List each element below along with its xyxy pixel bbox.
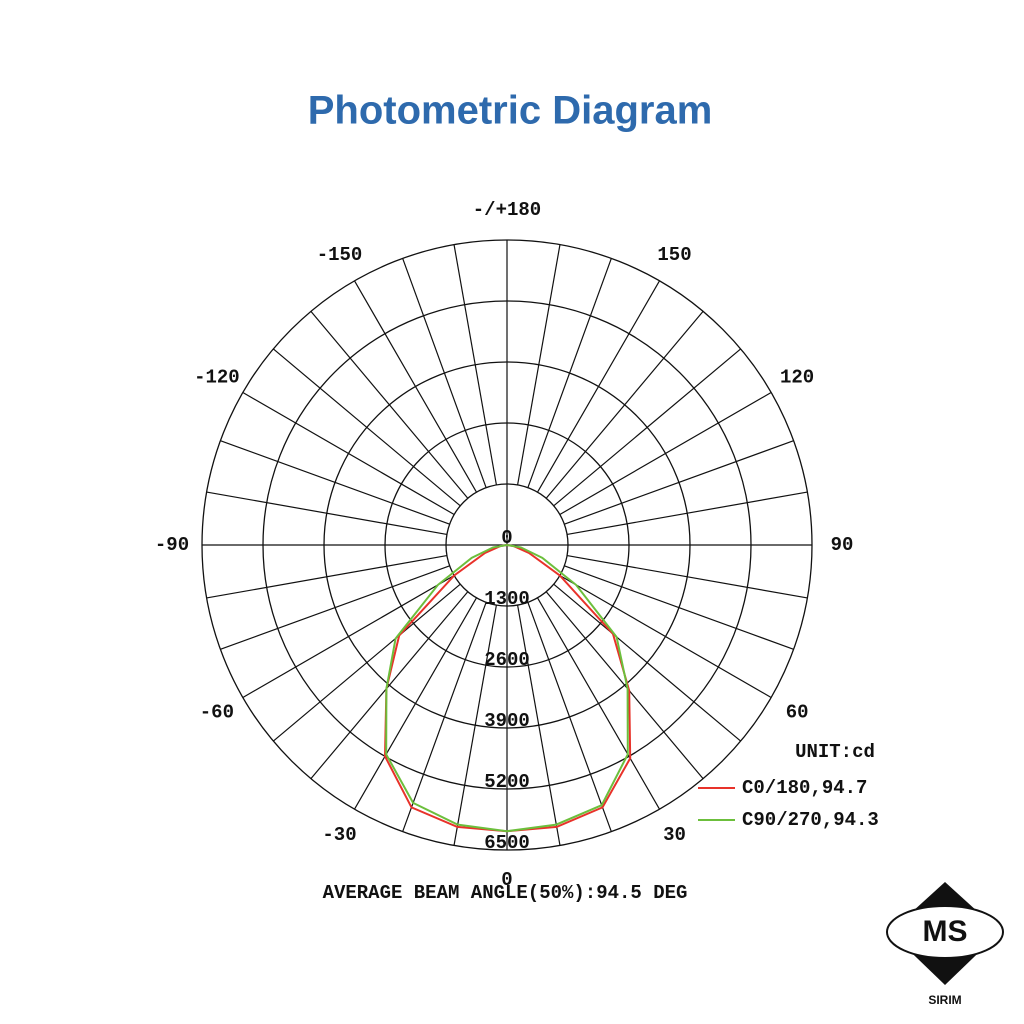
series-line bbox=[385, 544, 629, 833]
grid-spoke bbox=[242, 574, 455, 699]
grid-spoke bbox=[242, 391, 455, 516]
angle-label: -30 bbox=[322, 824, 356, 846]
grid-spoke bbox=[310, 591, 469, 780]
grid-spoke bbox=[553, 348, 742, 507]
grid-spoke bbox=[564, 440, 794, 525]
logo: MS SIRIM bbox=[886, 882, 1004, 1007]
grid-spoke bbox=[536, 597, 661, 810]
grid-spoke bbox=[564, 565, 794, 650]
grid-spoke bbox=[220, 440, 450, 525]
r-tick-label: 0 bbox=[501, 527, 512, 549]
r-tick-label: 6500 bbox=[484, 832, 530, 854]
angle-label: 150 bbox=[657, 244, 691, 266]
grid-spoke bbox=[220, 565, 450, 650]
grid-spoke bbox=[353, 597, 478, 810]
grid-spoke bbox=[272, 583, 461, 742]
angle-label: -90 bbox=[155, 534, 189, 556]
r-tick-label: 5200 bbox=[484, 771, 530, 793]
angle-label: 0 bbox=[501, 869, 512, 891]
grid-spoke bbox=[553, 583, 742, 742]
r-tick-label: 3900 bbox=[484, 710, 530, 732]
legend-label: C90/270,94.3 bbox=[742, 809, 879, 831]
grid-spoke bbox=[545, 310, 704, 499]
grid-spoke bbox=[353, 280, 478, 493]
angle-label: -120 bbox=[194, 367, 240, 389]
grid-spoke bbox=[566, 555, 808, 599]
grid-spoke bbox=[527, 602, 612, 832]
grid-spoke bbox=[517, 244, 561, 486]
angle-label: -150 bbox=[317, 244, 363, 266]
angle-label: 120 bbox=[780, 367, 814, 389]
polar-plot: 0 30 60 90 120 150 -/+180 -150 -120 -90 -60 -30 C0/1… bbox=[155, 199, 879, 891]
angle-label: 30 bbox=[663, 824, 686, 846]
grid-spoke bbox=[310, 310, 469, 499]
logo-caption: SIRIM bbox=[928, 993, 961, 1007]
r-tick-label: 2600 bbox=[484, 649, 530, 671]
grid-spoke bbox=[536, 280, 661, 493]
grid-spoke bbox=[272, 348, 461, 507]
grid-spoke bbox=[206, 491, 448, 535]
r-tick-label: 1300 bbox=[484, 588, 530, 610]
grid-spoke bbox=[517, 604, 561, 846]
grid-spoke bbox=[545, 591, 704, 780]
grid-spoke bbox=[559, 391, 772, 516]
grid-spoke bbox=[206, 555, 448, 599]
grid-spoke bbox=[559, 574, 772, 699]
angle-label: -60 bbox=[200, 702, 234, 724]
angle-label: 60 bbox=[786, 702, 809, 724]
legend-label: C0/180,94.7 bbox=[742, 777, 867, 799]
chart-title: Photometric Diagram bbox=[308, 89, 713, 133]
footer: AVERAGE BEAM ANGLE(50%):94.5 DEG bbox=[323, 882, 688, 904]
grid-spoke bbox=[402, 258, 487, 488]
grid-spoke bbox=[566, 491, 808, 535]
logo-text: MS bbox=[923, 915, 968, 948]
logo-band bbox=[886, 905, 1004, 959]
angle-label: -/+180 bbox=[473, 199, 541, 221]
unit-label: UNIT:cd bbox=[795, 741, 875, 763]
grid-spoke bbox=[453, 604, 497, 846]
grid-spoke bbox=[453, 244, 497, 486]
angle-label: 90 bbox=[831, 534, 854, 556]
grid-spoke bbox=[527, 258, 612, 488]
grid-spoke bbox=[402, 602, 487, 832]
